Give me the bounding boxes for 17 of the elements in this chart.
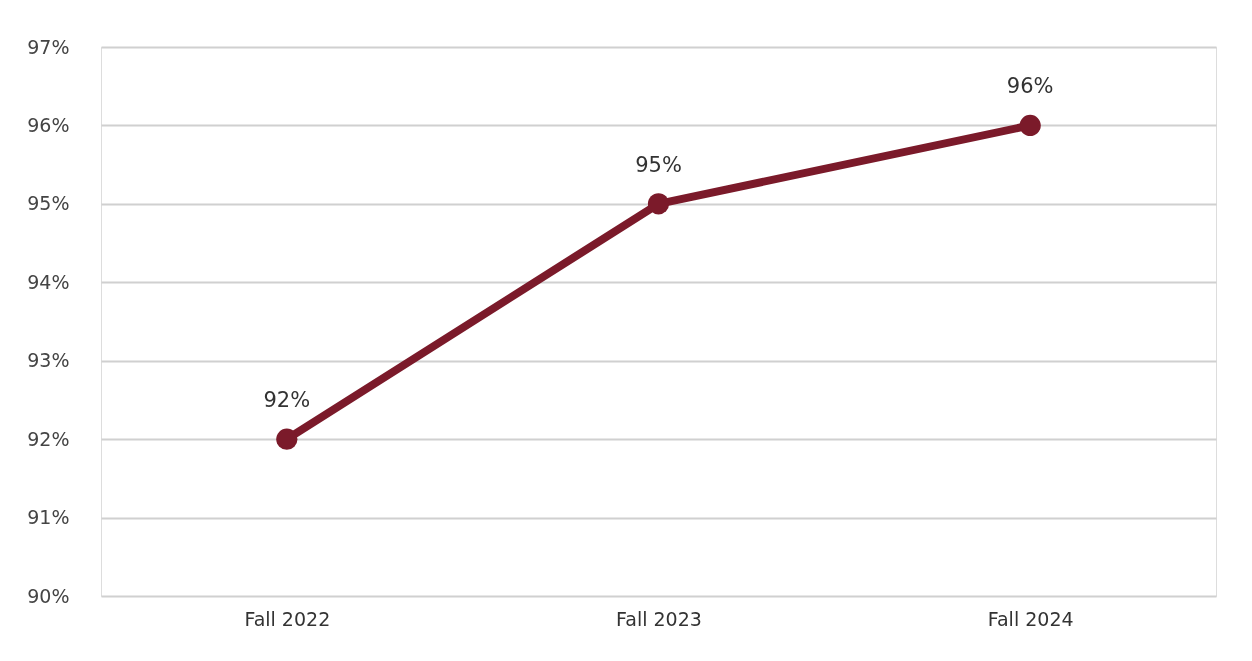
x-tick-label: Fall 2023	[616, 607, 702, 630]
y-tick-label: 96%	[27, 113, 70, 136]
y-tick-label: 90%	[27, 584, 70, 607]
y-tick-label: 91%	[27, 506, 70, 529]
point	[647, 193, 670, 215]
y-tick-label: 94%	[27, 270, 70, 293]
x-tick-label: Fall 2024	[987, 607, 1074, 630]
data-label: 96%	[1006, 74, 1054, 99]
y-tick-label: 97%	[27, 35, 70, 58]
y-tick-label: 95%	[27, 192, 70, 215]
point	[276, 428, 298, 450]
y-tick-label: 92%	[27, 427, 70, 450]
y-tick-label: 93%	[27, 349, 70, 372]
x-tick-label: Fall 2022	[244, 607, 331, 630]
point	[1019, 114, 1041, 137]
data-label: 95%	[635, 152, 682, 177]
data-label: 92%	[263, 388, 311, 413]
